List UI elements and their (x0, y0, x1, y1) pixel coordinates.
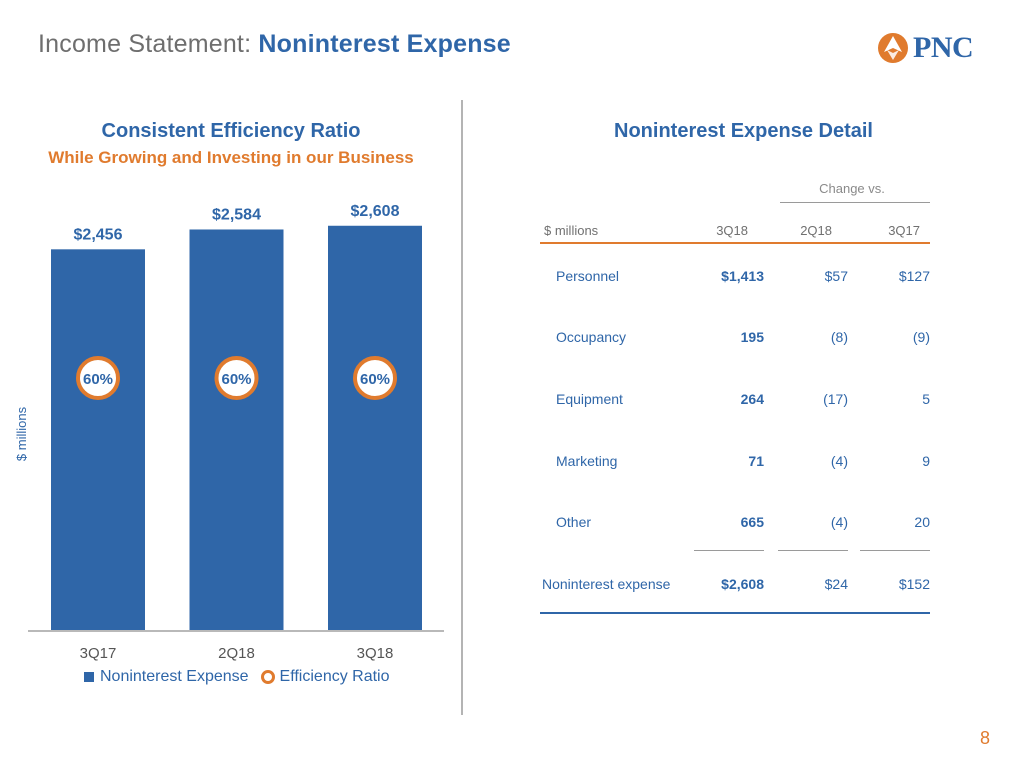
column-header-3q17: 3Q17 (888, 223, 920, 238)
left-heading: Consistent Efficiency Ratio (101, 120, 361, 142)
header-underline (540, 242, 930, 244)
row-label-other: Other (556, 514, 592, 530)
row-occupancy-vs-2q18: (8) (830, 329, 848, 345)
page-title: Income Statement: Noninterest Expense (38, 30, 511, 59)
efficiency-ratio-label-2q18: 60% (221, 371, 251, 388)
total-3q18: $2,608 (721, 576, 764, 592)
x-tick-label-2q18: 2Q18 (218, 645, 255, 662)
x-tick-label-3q17: 3Q17 (80, 645, 117, 662)
bar-value-label-2q18: $2,584 (212, 206, 261, 223)
bar-3q18 (328, 225, 422, 630)
row-label-personnel: Personnel (556, 268, 620, 284)
title-main: Noninterest Expense (258, 30, 511, 58)
expense-bar-chart: $ millions $2,456 60% 3Q17 $2,584 60% 2Q18 $2,… (14, 203, 444, 662)
row-label-equipment: Equipment (556, 391, 623, 407)
total-separator-3q17 (860, 550, 930, 551)
change-vs-underline (780, 202, 930, 203)
total-vs-3q17: $152 (898, 576, 930, 592)
legend-ring-label: Efficiency Ratio (279, 668, 390, 685)
efficiency-ratio-label-3q18: 60% (360, 371, 390, 388)
total-vs-2q18: $24 (824, 576, 848, 592)
total-separator-2q18 (778, 550, 848, 551)
row-label-occupancy: Occupancy (556, 329, 627, 345)
row-personnel-vs-2q18: $57 (824, 268, 848, 284)
bar-value-label-3q17: $2,456 (74, 226, 123, 243)
chart-legend: Noninterest Expense Efficiency Ratio (84, 668, 390, 686)
left-subheading: While Growing and Investing in our Busin… (48, 148, 414, 167)
x-tick-label-3q18: 3Q18 (357, 645, 394, 662)
efficiency-ratio-label-3q17: 60% (83, 371, 113, 388)
row-label-marketing: Marketing (556, 453, 618, 469)
bar-value-label-3q18: $2,608 (351, 203, 400, 220)
table-bottom-line (540, 612, 930, 614)
row-other-3q18: 665 (740, 514, 764, 530)
efficiency-ratio-ring-3q18 (353, 356, 397, 400)
y-axis-label: $ millions (14, 406, 29, 461)
row-marketing-vs-3q17: 9 (922, 453, 930, 469)
total-label: Noninterest expense (542, 576, 671, 592)
row-personnel-3q18: $1,413 (721, 268, 764, 284)
row-other-vs-3q17: 20 (914, 514, 930, 530)
pnc-logo-icon (878, 33, 908, 63)
legend-bar-label: Noninterest Expense (100, 668, 249, 685)
row-occupancy-vs-3q17: (9) (912, 329, 930, 345)
row-other-vs-2q18: (4) (830, 514, 848, 530)
column-header-units: $ millions (544, 223, 599, 238)
legend-ring-swatch (260, 670, 275, 684)
bar-3q17 (51, 249, 145, 630)
logo-text: PNC (913, 31, 974, 64)
row-equipment-vs-3q17: 5 (922, 391, 930, 407)
total-separator-3q18 (694, 550, 764, 551)
column-header-2q18: 2Q18 (800, 223, 832, 238)
column-header-3q18: 3Q18 (716, 223, 748, 238)
right-heading: Noninterest Expense Detail (614, 120, 873, 142)
panel-divider (461, 100, 463, 715)
change-vs-label: Change vs. (819, 181, 885, 196)
row-occupancy-3q18: 195 (740, 329, 764, 345)
row-marketing-3q18: 71 (748, 453, 764, 469)
pnc-logo: PNC (877, 30, 974, 66)
title-prefix: Income Statement: (38, 30, 252, 58)
row-marketing-vs-2q18: (4) (830, 453, 848, 469)
legend-bar-swatch (84, 672, 94, 682)
row-equipment-3q18: 264 (740, 391, 764, 407)
row-personnel-vs-3q17: $127 (898, 268, 930, 284)
efficiency-ratio-ring-2q18 (214, 356, 259, 400)
efficiency-ratio-ring-3q17 (76, 356, 120, 400)
page-number: 8 (979, 728, 990, 748)
row-equipment-vs-2q18: (17) (823, 391, 848, 407)
bar-2q18 (189, 229, 284, 631)
